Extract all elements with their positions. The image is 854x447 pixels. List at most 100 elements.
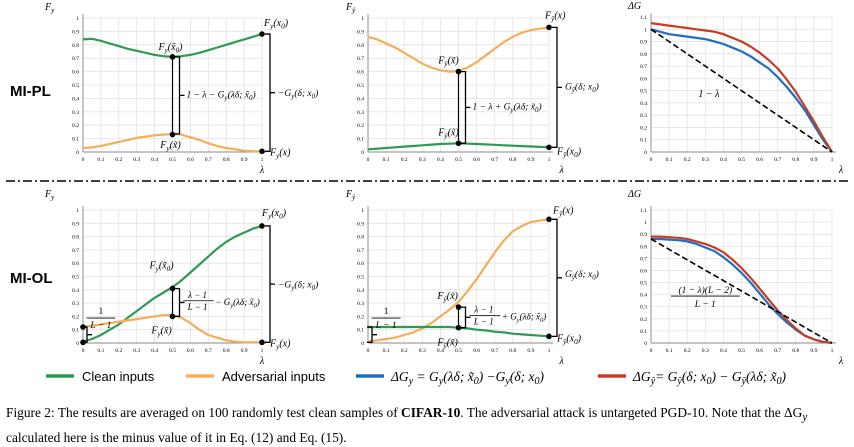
data-marker — [259, 339, 265, 346]
y-tick-label: 0.5 — [357, 83, 364, 89]
y-tick-label: 0 — [361, 150, 364, 156]
annotation-bracket — [460, 70, 471, 144]
annotation-fyhat-x: Fŷ(x) — [544, 10, 566, 23]
data-marker — [455, 324, 462, 331]
y-tick-label: 0.8 — [72, 235, 79, 241]
data-marker — [169, 313, 176, 320]
annotation-mid-label: 1 − λ − Gy(λδ; x̃0) — [187, 89, 256, 102]
x-tick-label: 0 — [82, 348, 85, 354]
x-tick-label: 0.7 — [491, 348, 498, 354]
y-tick-label: 0.6 — [357, 70, 364, 76]
chart-ol_fy: 0 0.1 0.2 0.3 0.4 0.5 0.6 0.7 0.8 0.9 1 0 0.1 0.2 0.3 0… — [44, 189, 318, 367]
y-tick-label: 0.4 — [357, 96, 364, 102]
annotation-fyhat-x: Fŷ(x) — [552, 205, 574, 218]
annotation-frac-num: 1 — [99, 307, 104, 317]
series-dgyhat — [651, 235, 833, 345]
annotation-frac-num: 1 — [384, 307, 389, 317]
annotation-mid-frac-den: L − 1 — [187, 302, 208, 312]
x-tick-label: 0.3 — [702, 157, 709, 163]
x-tick-label: 0.9 — [241, 348, 248, 354]
x-tick-label: 0.3 — [133, 157, 140, 163]
y-tick-label: 0.1 — [640, 329, 647, 335]
annotation-fy-x0: Fy(x0) — [263, 18, 289, 31]
y-tick-label: 0.3 — [72, 301, 79, 307]
y-tick-label: 0.8 — [72, 43, 79, 49]
annotation-right-label: −Gy(δ; x0) — [278, 279, 318, 292]
annotation-mid-frac-num: λ − 1 — [187, 290, 207, 300]
y-tick-label: 0.5 — [640, 281, 647, 287]
annotation-right-label: −Gy(δ; x0) — [278, 88, 318, 101]
chart-panels: 0 0.1 0.2 0.3 0.4 0.5 0.6 0.7 0.8 0.9 1 0 0.1 0.2 0.3 0… — [44, 1, 844, 367]
y-tick-label: 1 — [76, 208, 79, 214]
caption-text-start: Figure 2: The results are averaged on 10… — [6, 405, 402, 420]
annotation-left-bracket — [367, 326, 377, 343]
annotation-fyhat-xtilde-bottom: Fŷ(x̃) — [436, 338, 458, 351]
annotation-right-label: Gŷ(δ; x0) — [565, 269, 599, 282]
x-tick-label: 0.9 — [810, 348, 817, 354]
annotation-fyhat-xtilde-bottom: Fŷ(x̃) — [437, 127, 459, 140]
caption-text-end: calculated here is the minus value of it… — [6, 429, 347, 445]
y-tick-label: 0.6 — [72, 70, 79, 76]
x-tick-label: 0.8 — [509, 348, 516, 354]
y-tick-label: 0.3 — [640, 305, 647, 311]
x-tick-label: 0.3 — [133, 348, 140, 354]
annotation-fyhat-x0: Fŷ(x0) — [556, 146, 582, 159]
x-tick-label: 0.2 — [684, 157, 691, 163]
x-tick-label: 1 — [831, 157, 834, 163]
y-tick-label: 0.4 — [72, 96, 79, 102]
y-tick-label: 1 — [361, 208, 364, 214]
annotation-right-bracket — [552, 26, 562, 148]
y-tick-label: 1 — [361, 16, 364, 22]
y-axis-label: ΔG — [627, 189, 641, 200]
row-label-mi-pl: MI-PL — [10, 83, 51, 100]
annotation-right-bracket — [265, 33, 275, 152]
y-tick-label: 1.1 — [640, 208, 647, 214]
x-tick-label: 0.5 — [455, 157, 462, 163]
y-axis-label: ΔG — [627, 1, 641, 12]
legend-dgyhat-label: ΔGŷ= Gŷ(δ; x0) − Gŷ(λδ; x̃0) — [632, 369, 787, 387]
y-axis-label: Fy — [44, 2, 55, 15]
y-tick-label: 0.5 — [357, 275, 364, 281]
x-tick-label: 0.1 — [383, 157, 390, 163]
x-tick-label: 0.2 — [401, 157, 408, 163]
data-marker — [546, 24, 552, 31]
annotation-fy-x0: Fy(x0) — [261, 208, 287, 221]
annotation-one-minus-lambda: 1 − λ — [698, 89, 720, 100]
y-tick-label: 0.3 — [357, 301, 364, 307]
y-tick-label: 0.2 — [640, 125, 647, 131]
caption-subscript: y — [802, 411, 808, 424]
annotation-frac-den: L − 1 — [375, 321, 397, 331]
annotation-fy-xtilde: Fy(x̃) — [159, 140, 181, 153]
x-tick-label: 0 — [367, 348, 370, 354]
x-axis-label: λ — [259, 356, 265, 367]
chart-ol_fyhat: 0 0.1 0.2 0.3 0.4 0.5 0.6 0.7 0.8 0.9 1 0 0.1 0.2 0.3 0… — [345, 189, 599, 367]
caption-dataset: CIFAR-10 — [401, 405, 461, 420]
x-tick-label: 0.9 — [241, 157, 248, 163]
x-tick-label: 1 — [548, 348, 551, 354]
y-tick-label: 0 — [76, 341, 79, 347]
x-tick-label: 0.5 — [455, 348, 462, 354]
row-label-mi-ol: MI-OL — [10, 270, 53, 287]
x-tick-label: 0.7 — [205, 157, 212, 163]
x-tick-label: 0.6 — [187, 157, 194, 163]
x-tick-label: 0 — [82, 157, 85, 163]
y-tick-label: 0.9 — [72, 221, 79, 227]
annotation-right-bracket — [552, 218, 562, 337]
y-tick-label: 0.8 — [640, 52, 647, 58]
y-tick-label: 0 — [76, 150, 79, 156]
annotation-mid-frac-den: L − 1 — [473, 316, 494, 326]
y-tick-label: 0.5 — [72, 275, 79, 281]
y-tick-label: 0.2 — [72, 123, 79, 129]
legend-clean-label: Clean inputs — [82, 369, 155, 384]
x-tick-label: 0.4 — [437, 348, 444, 354]
y-tick-label: 0.4 — [640, 293, 647, 299]
y-tick-label: 0.8 — [640, 244, 647, 250]
y-tick-label: 0.4 — [640, 101, 647, 107]
x-tick-label: 0.5 — [169, 348, 176, 354]
x-tick-label: 0.6 — [187, 348, 194, 354]
annotation-fy-xtilde0: Fy(x̃0) — [157, 42, 183, 55]
legend: Clean inputs Adversarial inputs ΔGy = Gy… — [46, 369, 787, 387]
x-axis-label: λ — [259, 165, 265, 176]
x-tick-label: 0.4 — [151, 157, 158, 163]
annotation-fyhat-x0: Fŷ(x0) — [556, 333, 582, 346]
